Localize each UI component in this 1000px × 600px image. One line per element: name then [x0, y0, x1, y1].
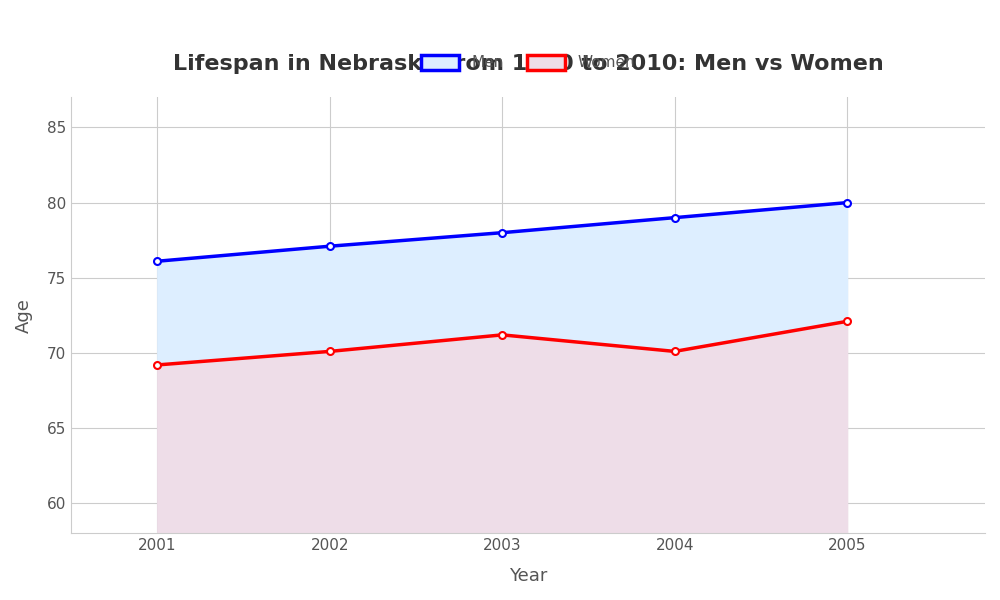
Legend: Men, Women: Men, Women — [415, 49, 641, 77]
Y-axis label: Age: Age — [15, 298, 33, 333]
Title: Lifespan in Nebraska from 1960 to 2010: Men vs Women: Lifespan in Nebraska from 1960 to 2010: … — [173, 53, 883, 74]
X-axis label: Year: Year — [509, 567, 547, 585]
